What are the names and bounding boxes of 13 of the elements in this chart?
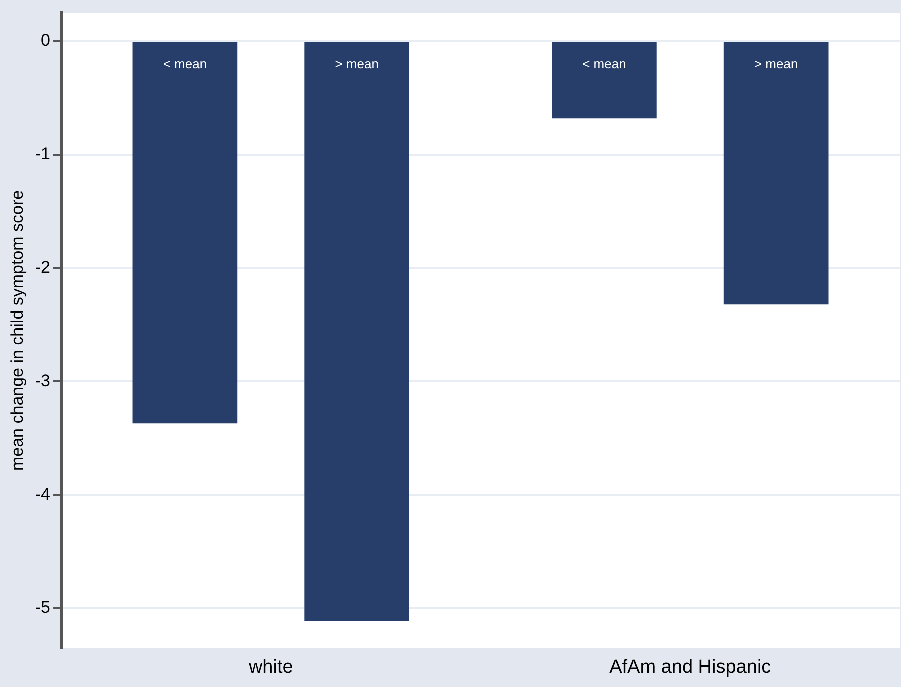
y-axis-title: mean change in child symptom score [8, 190, 27, 472]
x-tick-label: AfAm and Hispanic [610, 656, 772, 678]
y-tick-label: -3 [35, 371, 51, 390]
x-tick-label: white [248, 656, 294, 678]
y-tick-label: -5 [35, 598, 51, 618]
series-label: > mean [335, 56, 379, 72]
y-tick-label: -2 [35, 258, 51, 278]
y-tick-label: 0 [41, 31, 51, 50]
y-tick-label: -4 [35, 484, 51, 504]
y-tick-label: -1 [35, 144, 51, 164]
series-label: < mean [163, 56, 208, 72]
text: > mean [754, 56, 798, 72]
text: < mean [582, 56, 626, 72]
